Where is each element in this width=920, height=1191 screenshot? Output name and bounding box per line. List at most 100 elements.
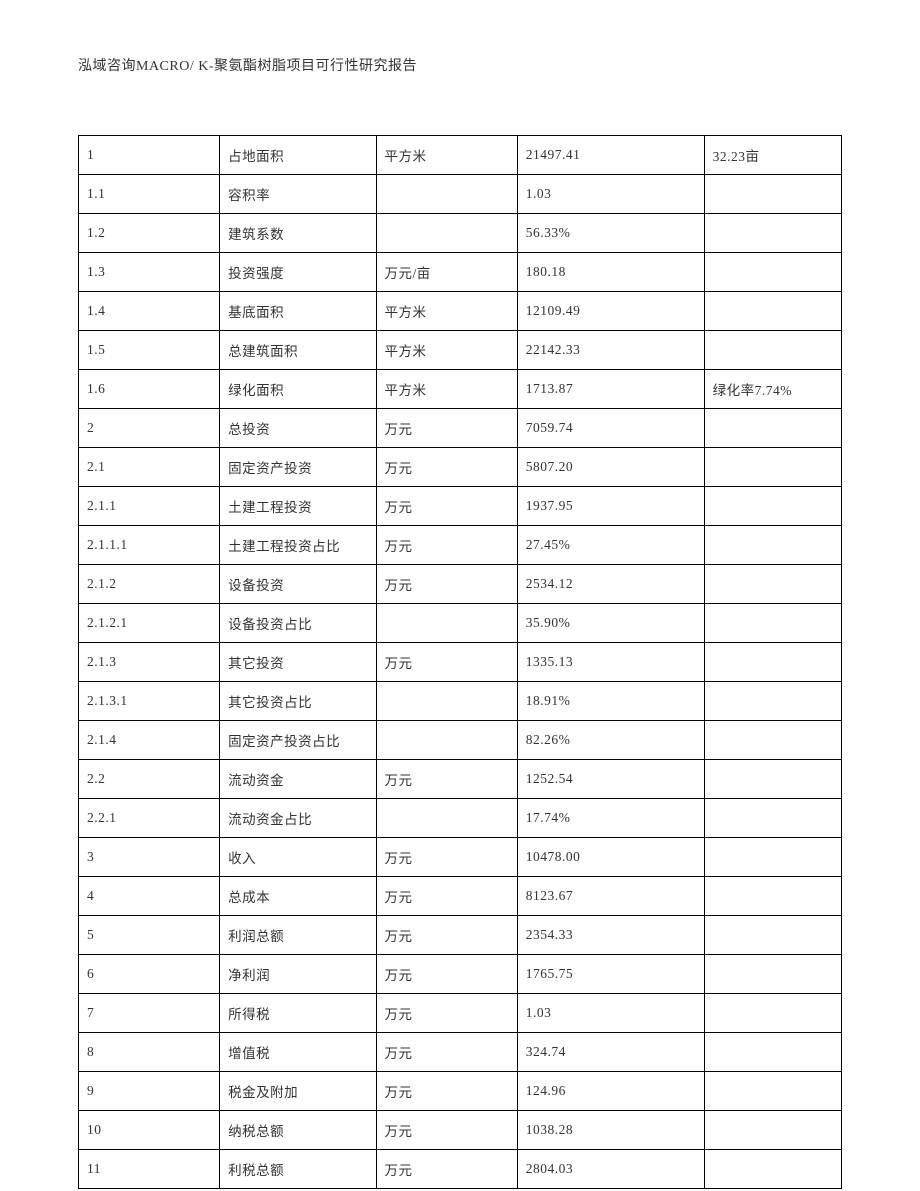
table-cell: 万元 [376, 448, 517, 487]
table-cell: 32.23亩 [704, 136, 841, 175]
table-row: 1.3投资强度万元/亩180.18 [79, 253, 842, 292]
table-cell: 总建筑面积 [220, 331, 376, 370]
table-cell: 2.1.3.1 [79, 682, 220, 721]
table-cell: 万元 [376, 760, 517, 799]
table-cell: 平方米 [376, 331, 517, 370]
table-cell: 设备投资 [220, 565, 376, 604]
table-cell: 万元 [376, 526, 517, 565]
table-cell: 增值税 [220, 1033, 376, 1072]
table-cell [704, 877, 841, 916]
table-cell: 12109.49 [517, 292, 704, 331]
table-row: 2.1.2设备投资万元2534.12 [79, 565, 842, 604]
table-cell: 2.1 [79, 448, 220, 487]
table-cell: 流动资金 [220, 760, 376, 799]
table-cell: 17.74% [517, 799, 704, 838]
table-cell [704, 448, 841, 487]
table-cell [376, 682, 517, 721]
table-cell: 其它投资占比 [220, 682, 376, 721]
table-cell [704, 1150, 841, 1189]
table-row: 6净利润万元1765.75 [79, 955, 842, 994]
page-header: 泓域咨询MACRO/ K-聚氨酯树脂项目可行性研究报告 [78, 55, 842, 75]
table-cell: 其它投资 [220, 643, 376, 682]
table-cell [704, 253, 841, 292]
table-row: 2.2.1流动资金占比17.74% [79, 799, 842, 838]
table-cell: 万元 [376, 409, 517, 448]
table-cell [704, 916, 841, 955]
table-cell: 2354.33 [517, 916, 704, 955]
table-row: 9税金及附加万元124.96 [79, 1072, 842, 1111]
table-cell [704, 994, 841, 1033]
table-cell: 平方米 [376, 292, 517, 331]
table-row: 2.1固定资产投资万元5807.20 [79, 448, 842, 487]
table-row: 1.2建筑系数56.33% [79, 214, 842, 253]
table-row: 2.1.1.1土建工程投资占比万元27.45% [79, 526, 842, 565]
table-cell: 2.2 [79, 760, 220, 799]
table-cell [704, 760, 841, 799]
table-cell: 1.2 [79, 214, 220, 253]
table-cell: 收入 [220, 838, 376, 877]
table-cell: 18.91% [517, 682, 704, 721]
table-cell [704, 1111, 841, 1150]
table-cell [704, 604, 841, 643]
table-cell: 总成本 [220, 877, 376, 916]
table-cell: 万元 [376, 487, 517, 526]
table-cell [704, 292, 841, 331]
table-row: 11利税总额万元2804.03 [79, 1150, 842, 1189]
table-cell: 万元 [376, 838, 517, 877]
table-row: 2.1.4固定资产投资占比82.26% [79, 721, 842, 760]
table-cell: 10 [79, 1111, 220, 1150]
table-cell: 净利润 [220, 955, 376, 994]
table-cell: 1.03 [517, 994, 704, 1033]
table-cell: 21497.41 [517, 136, 704, 175]
table-cell: 3 [79, 838, 220, 877]
table-cell: 利税总额 [220, 1150, 376, 1189]
table-cell: 2.1.2 [79, 565, 220, 604]
table-cell: 2534.12 [517, 565, 704, 604]
table-cell: 容积率 [220, 175, 376, 214]
table-cell: 11 [79, 1150, 220, 1189]
table-cell: 总投资 [220, 409, 376, 448]
table-cell: 1.1 [79, 175, 220, 214]
table-cell [704, 799, 841, 838]
table-cell: 7059.74 [517, 409, 704, 448]
table-cell: 7 [79, 994, 220, 1033]
table-cell [376, 799, 517, 838]
table-cell: 1.03 [517, 175, 704, 214]
table-row: 2.1.1土建工程投资万元1937.95 [79, 487, 842, 526]
table-row: 2总投资万元7059.74 [79, 409, 842, 448]
table-cell [704, 682, 841, 721]
table-cell: 1.3 [79, 253, 220, 292]
table-cell: 流动资金占比 [220, 799, 376, 838]
table-cell: 1.4 [79, 292, 220, 331]
table-cell: 万元 [376, 1033, 517, 1072]
table-cell: 8123.67 [517, 877, 704, 916]
table-cell: 1335.13 [517, 643, 704, 682]
table-cell: 5 [79, 916, 220, 955]
table-cell: 5807.20 [517, 448, 704, 487]
table-cell: 固定资产投资占比 [220, 721, 376, 760]
table-cell: 2804.03 [517, 1150, 704, 1189]
table-cell: 124.96 [517, 1072, 704, 1111]
table-cell: 建筑系数 [220, 214, 376, 253]
table-row: 1占地面积平方米21497.4132.23亩 [79, 136, 842, 175]
table-cell: 1937.95 [517, 487, 704, 526]
table-cell: 土建工程投资占比 [220, 526, 376, 565]
table-cell: 万元/亩 [376, 253, 517, 292]
table-cell: 土建工程投资 [220, 487, 376, 526]
table-cell [376, 214, 517, 253]
table-cell: 所得税 [220, 994, 376, 1033]
table-cell: 2.1.4 [79, 721, 220, 760]
table-cell [376, 175, 517, 214]
table-row: 1.5总建筑面积平方米22142.33 [79, 331, 842, 370]
table-cell: 万元 [376, 955, 517, 994]
table-cell [376, 604, 517, 643]
table-cell: 绿化面积 [220, 370, 376, 409]
table-row: 7所得税万元1.03 [79, 994, 842, 1033]
table-cell [704, 175, 841, 214]
table-row: 5利润总额万元2354.33 [79, 916, 842, 955]
table-cell: 2.1.1.1 [79, 526, 220, 565]
table-row: 8增值税万元324.74 [79, 1033, 842, 1072]
table-cell: 2 [79, 409, 220, 448]
table-cell: 4 [79, 877, 220, 916]
table-cell [704, 838, 841, 877]
